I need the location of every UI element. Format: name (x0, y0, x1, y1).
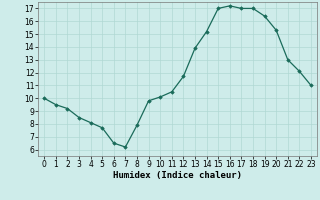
X-axis label: Humidex (Indice chaleur): Humidex (Indice chaleur) (113, 171, 242, 180)
